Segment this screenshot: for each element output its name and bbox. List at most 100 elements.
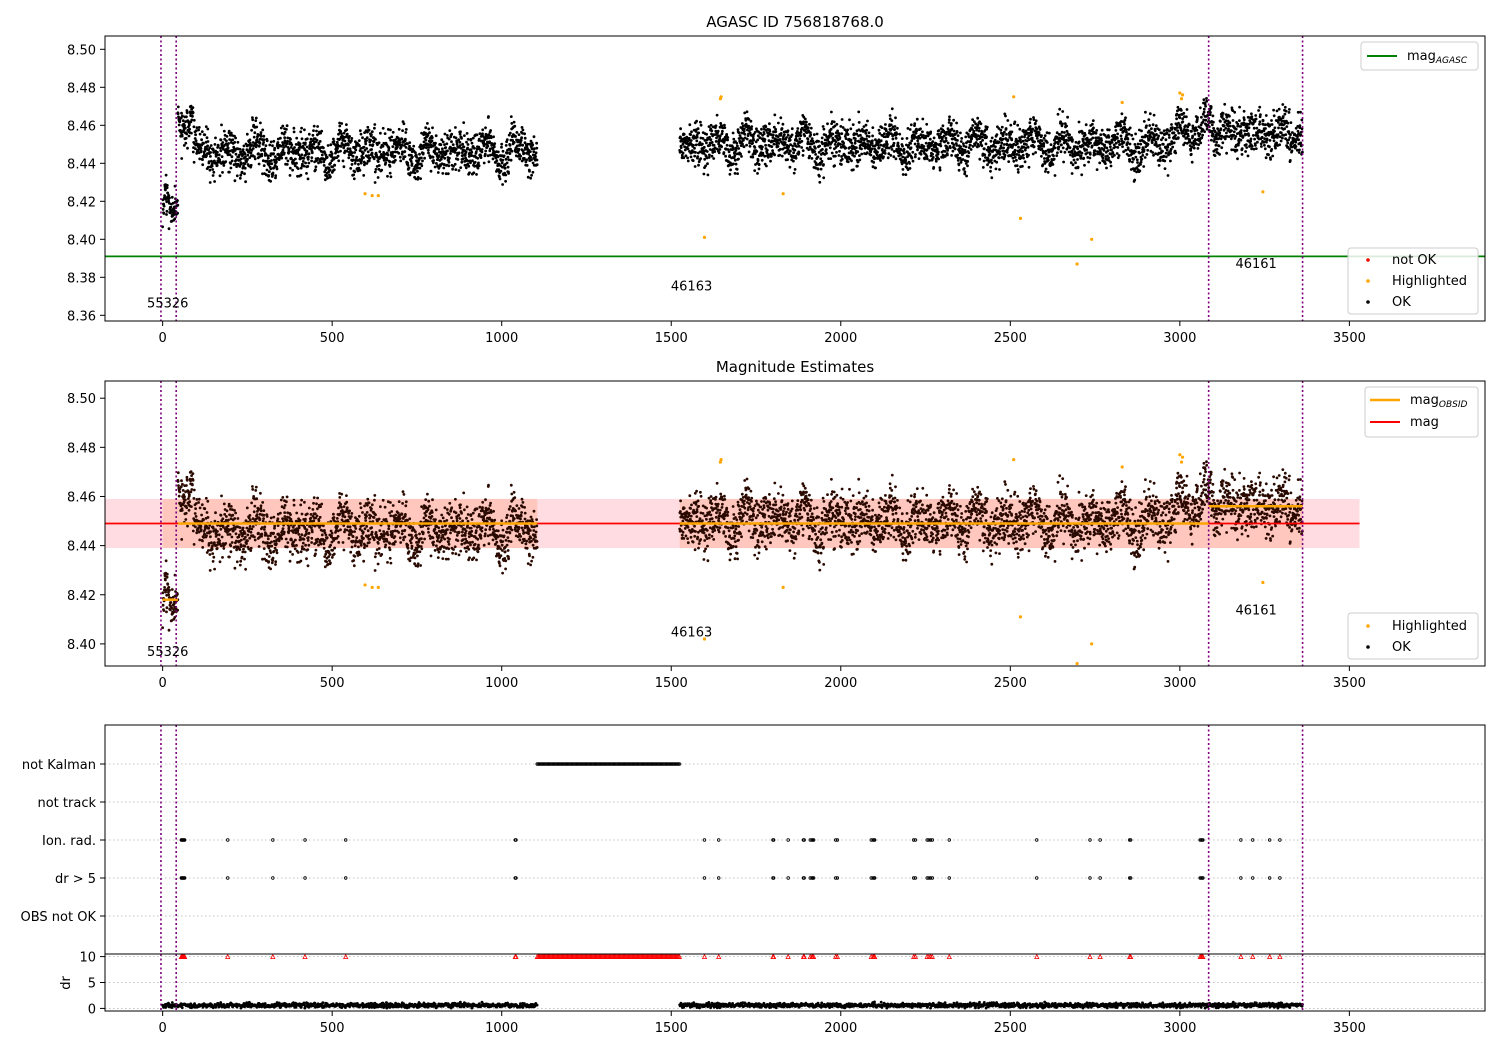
ok-point [311, 133, 315, 137]
ok-point [793, 148, 797, 152]
ok-point [493, 142, 497, 146]
ok-point [1100, 128, 1104, 132]
ok-point [429, 169, 433, 173]
ok-point [957, 168, 961, 172]
ok-point [898, 132, 902, 136]
ok-point [187, 134, 191, 138]
ok-point [512, 141, 516, 144]
ok-point [1190, 129, 1193, 133]
ok-point [407, 166, 411, 170]
ok-point [403, 150, 407, 153]
ok-point [424, 126, 428, 130]
ok-point [846, 133, 850, 136]
ok-point [258, 141, 262, 145]
ok-point [977, 129, 981, 133]
ok-point [1253, 120, 1257, 123]
ok-point [227, 129, 231, 133]
ok-point [1068, 146, 1072, 150]
ok-point [468, 171, 471, 175]
ok-point [835, 122, 839, 126]
ok-point [1056, 151, 1059, 155]
ok-point [1278, 143, 1281, 147]
ok-point [726, 136, 730, 139]
ok-point [925, 122, 929, 126]
ok-point [1110, 140, 1114, 144]
ok-point [1052, 154, 1055, 158]
ok-point [1043, 157, 1046, 160]
ok-point [486, 144, 490, 148]
ok-point [720, 132, 724, 136]
ok-point [1264, 156, 1268, 160]
ok-point [437, 154, 441, 157]
ok-point [181, 114, 184, 118]
ok-point [1140, 157, 1144, 161]
ok-point [1093, 149, 1097, 153]
ok-point [851, 151, 855, 155]
ok-point [1244, 150, 1247, 153]
ok-point [867, 135, 871, 138]
ok-point [304, 153, 308, 156]
ok-point [771, 133, 775, 137]
ok-point [470, 154, 473, 158]
ok-point [977, 144, 980, 148]
ok-point [166, 191, 170, 195]
ok-point [964, 145, 968, 149]
ok-point [213, 519, 217, 523]
ok-point [1191, 134, 1194, 138]
y-tick-label: 8.44 [67, 157, 96, 172]
ok-point [1001, 149, 1005, 153]
ok-point [1128, 142, 1132, 146]
y-tick-label: 8.50 [67, 43, 96, 58]
ok-point [362, 174, 366, 177]
ok-point [421, 151, 425, 155]
ok-point [891, 137, 895, 141]
ok-point [1007, 160, 1011, 164]
ok-point [527, 152, 530, 156]
ok-point [1263, 123, 1267, 127]
ok-point [1240, 147, 1244, 151]
ok-point [889, 154, 893, 157]
ok-point [773, 153, 776, 157]
ok-point [901, 144, 904, 148]
ok-point [1164, 151, 1168, 155]
ok-point [797, 151, 801, 155]
ok-point [693, 146, 696, 150]
ok-point [1287, 111, 1291, 114]
ok-point [734, 162, 738, 166]
ok-point [1076, 165, 1080, 169]
ok-point [814, 153, 817, 156]
ok-point [798, 137, 802, 141]
ok-point [1047, 131, 1051, 135]
ok-point [856, 150, 860, 154]
ok-point [956, 153, 959, 157]
ok-point [946, 141, 950, 145]
ok-point [999, 146, 1003, 150]
ok-point [1061, 110, 1065, 113]
ok-point [253, 131, 257, 135]
ok-point [1138, 169, 1142, 173]
ok-point [819, 167, 823, 171]
ok-point [1198, 106, 1202, 110]
ok-point [268, 162, 271, 166]
ok-point [289, 146, 293, 149]
ok-point [713, 150, 717, 154]
ok-point [960, 137, 964, 140]
ok-point [830, 151, 834, 155]
ok-point [698, 141, 702, 144]
ok-point [1107, 156, 1110, 160]
ok-point [1192, 146, 1196, 150]
ok-point [702, 172, 706, 176]
ok-point [200, 513, 204, 517]
ok-point [234, 136, 238, 140]
ok-point [191, 115, 194, 118]
ok-point [834, 140, 838, 144]
ok-point [370, 130, 374, 134]
ok-point [793, 168, 797, 171]
ok-point [289, 137, 292, 141]
ok-point [818, 180, 822, 184]
ok-point [1109, 160, 1112, 164]
ok-point [176, 203, 180, 207]
ok-point [166, 583, 170, 586]
ok-point [1297, 138, 1300, 142]
ok-point [756, 138, 760, 142]
